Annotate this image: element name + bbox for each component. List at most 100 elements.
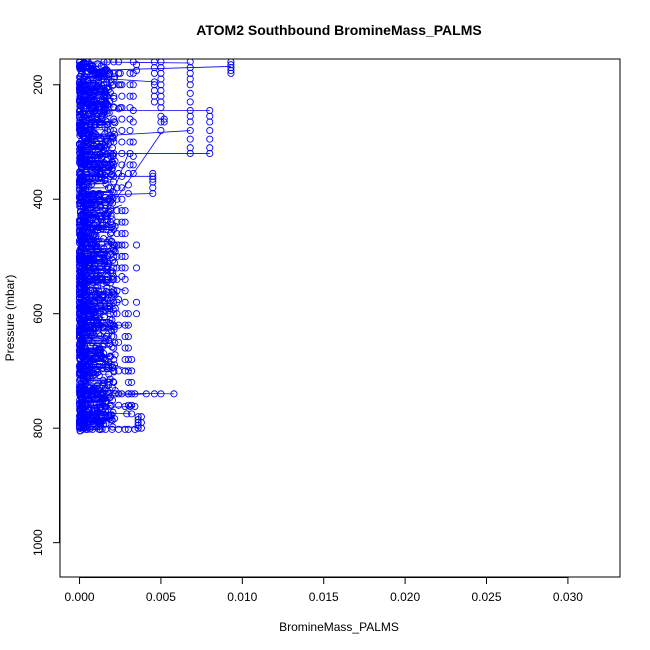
data-point: [94, 192, 103, 200]
data-point: [186, 75, 194, 83]
data-point: [76, 295, 84, 303]
data-point: [157, 81, 165, 89]
data-point: [104, 363, 112, 371]
data-point: [105, 302, 113, 310]
data-point: [121, 287, 129, 295]
data-point: [76, 339, 84, 347]
data-point: [92, 232, 100, 240]
data-point: [160, 115, 168, 123]
data-point: [110, 161, 118, 169]
data-point: [92, 385, 100, 393]
data-point: [108, 384, 116, 392]
y-tick-label: 400: [31, 189, 45, 209]
data-point: [110, 275, 118, 283]
data-point: [76, 274, 84, 282]
data-point: [92, 273, 100, 281]
data-point: [91, 311, 99, 320]
data-point: [79, 104, 88, 113]
data-point: [121, 264, 129, 272]
data-point: [84, 375, 92, 383]
data-point: [80, 325, 88, 333]
data-point: [98, 173, 106, 181]
data-point: [94, 345, 103, 353]
data-point: [106, 207, 115, 215]
data-point: [113, 275, 121, 283]
data-point: [121, 344, 129, 352]
data-point: [103, 263, 111, 271]
data-point: [76, 289, 84, 298]
data-point: [129, 92, 137, 100]
connector-line: [112, 78, 155, 83]
data-point: [78, 185, 86, 193]
data-point: [121, 310, 129, 318]
data-point: [118, 138, 126, 146]
data-point: [134, 424, 142, 432]
data-point: [103, 84, 111, 92]
data-point: [150, 59, 158, 66]
data-point: [82, 283, 90, 291]
data-point: [101, 355, 109, 363]
data-point: [111, 119, 119, 127]
data-point: [121, 207, 129, 215]
data-point: [88, 325, 97, 333]
data-point: [124, 189, 132, 198]
data-point: [186, 106, 194, 115]
data-point: [116, 69, 124, 77]
plot-frame: [59, 58, 621, 578]
data-point: [150, 98, 158, 106]
data-point: [115, 401, 123, 409]
data-point: [94, 245, 102, 253]
data-point: [78, 283, 86, 291]
data-point: [110, 344, 118, 352]
data-point: [83, 358, 91, 366]
data-point: [142, 390, 150, 398]
data-point: [88, 241, 96, 249]
data-point: [118, 126, 126, 135]
data-point: [110, 326, 118, 334]
data-point: [121, 218, 129, 226]
data-point: [110, 355, 118, 364]
data-point: [105, 370, 113, 378]
data-point: [106, 126, 114, 134]
data-point: [118, 207, 126, 215]
x-axis: 0.000 0.005 0.010 0.015 0.020 0.025 0.030: [65, 577, 583, 604]
data-point: [186, 112, 194, 120]
data-point: [106, 402, 114, 410]
data-point: [92, 324, 100, 332]
data-point: [106, 149, 115, 157]
data-point: [94, 154, 102, 162]
data-point: [186, 69, 194, 77]
data-point: [90, 239, 98, 247]
data-point: [79, 238, 87, 246]
data-point: [96, 418, 104, 426]
data-point: [126, 161, 134, 169]
x-tick-label: 0.020: [390, 590, 420, 604]
data-point: [76, 106, 84, 114]
data-point: [76, 126, 84, 135]
data-point: [129, 81, 137, 89]
data-point: [78, 380, 86, 388]
data-point: [83, 249, 91, 257]
data-point: [76, 157, 84, 165]
data-point: [96, 169, 104, 177]
data-point: [129, 169, 137, 178]
data-point: [106, 230, 115, 238]
data-point: [100, 340, 108, 348]
data-point: [103, 118, 111, 126]
data-point: [75, 424, 84, 432]
data-point: [149, 175, 157, 183]
data-point: [103, 242, 111, 250]
data-point: [126, 92, 134, 100]
data-point: [80, 181, 88, 189]
data-point: [124, 169, 132, 178]
data-point: [98, 425, 106, 433]
data-point: [91, 175, 99, 183]
data-point: [118, 161, 126, 169]
data-point: [227, 61, 235, 69]
y-tick-label: 1000: [31, 529, 45, 556]
data-point: [129, 138, 137, 146]
data-point: [90, 161, 98, 169]
data-point: [157, 75, 165, 83]
data-point: [124, 344, 132, 352]
connector-line: [84, 133, 162, 246]
